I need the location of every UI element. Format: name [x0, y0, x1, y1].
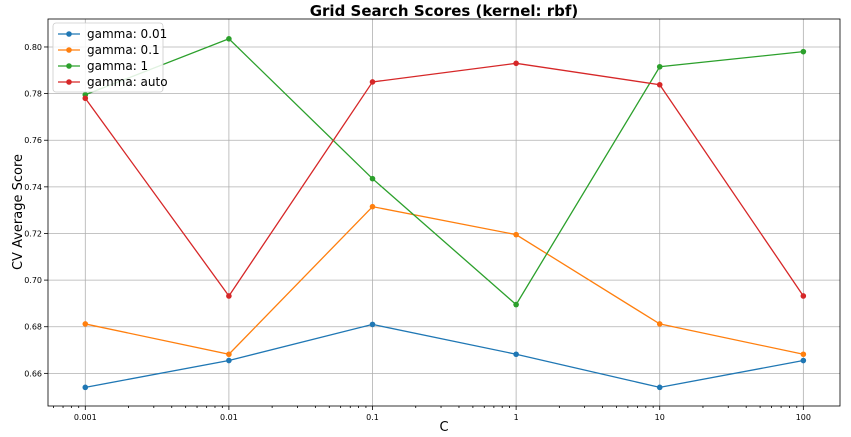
legend-label: gamma: auto	[87, 75, 168, 89]
x-tick-label: 0.01	[220, 413, 238, 422]
series-line	[84, 62, 804, 298]
grid-lines	[48, 19, 840, 406]
data-point	[656, 63, 663, 70]
data-point	[369, 79, 376, 85]
data-point	[226, 351, 232, 358]
legend-label: gamma: 1	[87, 59, 148, 73]
x-axis-ticks: 0.001 0.01 0.1 1 10 100	[53, 406, 811, 422]
y-axis-label: CV Average Score	[11, 154, 26, 270]
data-point	[369, 175, 376, 182]
y-tick-label: 0.74	[24, 183, 42, 192]
data-point	[800, 351, 807, 358]
data-point	[513, 351, 519, 358]
series-3	[82, 60, 807, 299]
x-tick-label: 1	[514, 413, 519, 422]
legend-marker	[66, 47, 72, 53]
data-point	[656, 81, 663, 88]
y-tick-label: 0.70	[24, 276, 42, 285]
legend-entry: gamma: auto	[58, 75, 168, 89]
y-axis-ticks: 0.66 0.68 0.70 0.72 0.74 0.76 0.78 0.80	[24, 43, 48, 378]
data-point	[800, 48, 807, 55]
series-2	[82, 36, 807, 308]
plot-frame	[47, 18, 841, 407]
data-point	[82, 95, 89, 102]
chart-title: Grid Search Scores (kernel: rbf)	[310, 2, 579, 20]
data-point	[369, 321, 376, 328]
x-tick-label: 10	[655, 413, 665, 422]
legend-marker	[66, 31, 72, 37]
data-point	[226, 293, 232, 299]
legend: gamma: 0.01 gamma: 0.1 gamma: 1 gamma: auto	[52, 22, 168, 93]
legend-entry: gamma: 0.01	[58, 27, 167, 41]
legend-label: gamma: 0.01	[87, 27, 167, 41]
data-point	[656, 384, 663, 391]
series-layer	[82, 36, 807, 391]
y-tick-label: 0.76	[24, 136, 42, 145]
legend-box	[52, 22, 164, 93]
series-line	[85, 38, 804, 306]
legend-marker	[66, 79, 72, 85]
data-point	[513, 301, 519, 308]
y-tick-label: 0.72	[24, 229, 42, 238]
data-point	[82, 321, 89, 327]
x-tick-label: 0.1	[366, 413, 379, 422]
legend-marker	[66, 63, 72, 69]
y-tick-label: 0.80	[24, 43, 42, 52]
y-tick-label: 0.66	[24, 369, 42, 378]
data-point	[513, 60, 519, 67]
data-point	[800, 357, 807, 364]
legend-label: gamma: 0.1	[87, 43, 160, 57]
series-0	[82, 321, 807, 391]
data-point	[656, 321, 663, 327]
series-1	[82, 203, 807, 358]
legend-entry: gamma: 0.1	[58, 43, 160, 57]
data-point	[82, 384, 89, 391]
x-tick-label: 0.001	[74, 413, 97, 422]
y-tick-label: 0.68	[24, 323, 42, 332]
legend-entry: gamma: 1	[58, 59, 148, 73]
x-axis-label: C	[439, 420, 448, 435]
data-point	[226, 357, 232, 364]
data-point	[226, 36, 232, 42]
y-tick-label: 0.78	[24, 90, 42, 99]
data-point	[369, 203, 376, 210]
x-tick-label: 100	[796, 413, 811, 422]
data-point	[513, 231, 519, 238]
series-line	[85, 323, 804, 389]
series-line	[85, 205, 804, 355]
data-point	[800, 293, 807, 299]
